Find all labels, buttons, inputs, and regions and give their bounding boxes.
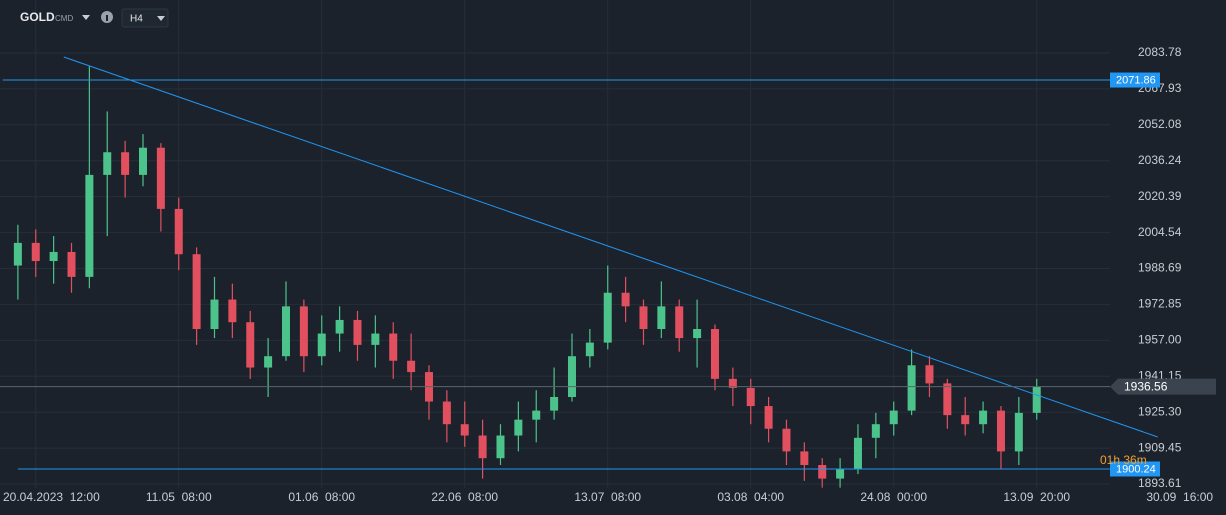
candle-body [603, 292, 612, 343]
candle-body [281, 306, 290, 357]
line-price-box [1110, 461, 1160, 477]
candle-body [621, 292, 630, 307]
toolbar: GOLD CMD H4 [20, 8, 169, 28]
candle-body [246, 322, 255, 368]
candle-body [853, 437, 862, 470]
candle-body [317, 333, 326, 357]
countdown: 01h 36m [1100, 453, 1147, 467]
y-tick-label: 1988.69 [1138, 261, 1182, 275]
y-tick-label: 2004.54 [1138, 225, 1182, 239]
candle-body [746, 387, 755, 407]
candle-body [710, 329, 719, 379]
candle-body [192, 254, 201, 330]
candle-body [567, 356, 576, 398]
candle-body [1032, 386, 1041, 413]
candle-body [550, 397, 559, 411]
y-tick-label: 2036.24 [1138, 153, 1182, 167]
x-tick-label: 24.08 00:00 [860, 490, 927, 504]
candle-body [675, 306, 684, 339]
candle-body [979, 410, 988, 425]
x-tick-label: 30.09 16:00 [1146, 490, 1213, 504]
timeframe-select[interactable] [121, 8, 169, 28]
y-tick-label: 1972.85 [1138, 297, 1182, 311]
symbol[interactable]: GOLD [20, 10, 55, 24]
candle-body [925, 365, 934, 384]
candle-body [961, 415, 970, 425]
info-glyph [106, 15, 108, 21]
x-tick-label: 22.06 08:00 [431, 490, 498, 504]
candle-body [800, 451, 809, 465]
candle-body [764, 406, 773, 429]
line-price-label: 2071.86 [1116, 74, 1156, 86]
last-price-box [1110, 378, 1216, 395]
candle-body [67, 251, 76, 277]
candle-body [871, 424, 880, 438]
candle-body [514, 419, 523, 436]
symbol-dropdown[interactable] [82, 15, 90, 20]
trendline [63, 56, 1158, 438]
y-tick-label: 2020.39 [1138, 189, 1182, 203]
line-price-label: 1900.24 [1116, 463, 1156, 475]
candle-body [782, 428, 791, 452]
candle-body [31, 242, 40, 262]
y-tick-label: 2083.78 [1138, 45, 1182, 59]
plot [0, 56, 1158, 488]
y-tick-label: 1957.00 [1138, 333, 1182, 347]
candle-body [156, 147, 165, 209]
last-price-label: 1936.56 [1124, 379, 1168, 393]
candle-body [442, 401, 451, 425]
candle-body [335, 319, 344, 334]
candle-body [121, 152, 130, 175]
y-tick-label: 1925.30 [1138, 404, 1182, 418]
candle-body [532, 410, 541, 420]
x-tick-label: 13.07 08:00 [574, 490, 641, 504]
x-tick-label: 11.05 08:00 [146, 490, 212, 504]
candle-body [478, 435, 487, 459]
candle-body [889, 410, 898, 425]
candle-body [103, 152, 112, 175]
y-tick-label: 2052.08 [1138, 117, 1182, 131]
candle-body [818, 464, 827, 479]
x-tick-label: 01.06 08:00 [288, 490, 355, 504]
candle-body [389, 333, 398, 361]
candle-body [85, 174, 94, 277]
candle-body [657, 306, 666, 330]
axis: 2083.782067.932052.082036.242020.392004.… [3, 45, 1216, 504]
candle-body [228, 299, 237, 323]
timeframe: H4 [130, 14, 143, 25]
x-tick-label: 03.08 04:00 [717, 490, 784, 504]
candle-body [728, 378, 737, 388]
candle-body [210, 299, 219, 330]
timeframe-dropdown[interactable] [157, 16, 165, 21]
candle-body [13, 242, 22, 266]
candle-body [996, 410, 1005, 452]
candle-body [49, 251, 58, 262]
candle-body [496, 435, 505, 459]
candle-body [836, 469, 845, 479]
candle-body [460, 424, 469, 436]
x-tick-label: 13.09 20:00 [1003, 490, 1070, 504]
candle-body [639, 306, 648, 330]
candle-body [138, 147, 147, 175]
line-price-box [1110, 72, 1160, 88]
candle-body [907, 365, 916, 411]
candle-body [353, 319, 362, 345]
candle-body [407, 360, 416, 373]
market: CMD [55, 14, 73, 23]
x-tick-label: 20.04.2023 12:00 [3, 490, 100, 504]
candle-body [585, 342, 594, 357]
candle-body [1014, 412, 1023, 452]
candle-body [943, 383, 952, 416]
candle-body [693, 329, 702, 339]
y-tick-label: 1893.61 [1138, 476, 1182, 490]
candle-body [299, 306, 308, 357]
candle-body [174, 208, 183, 255]
candle-body [371, 333, 380, 345]
y-tick-label: 1909.45 [1138, 440, 1182, 454]
candle-body [264, 356, 273, 368]
